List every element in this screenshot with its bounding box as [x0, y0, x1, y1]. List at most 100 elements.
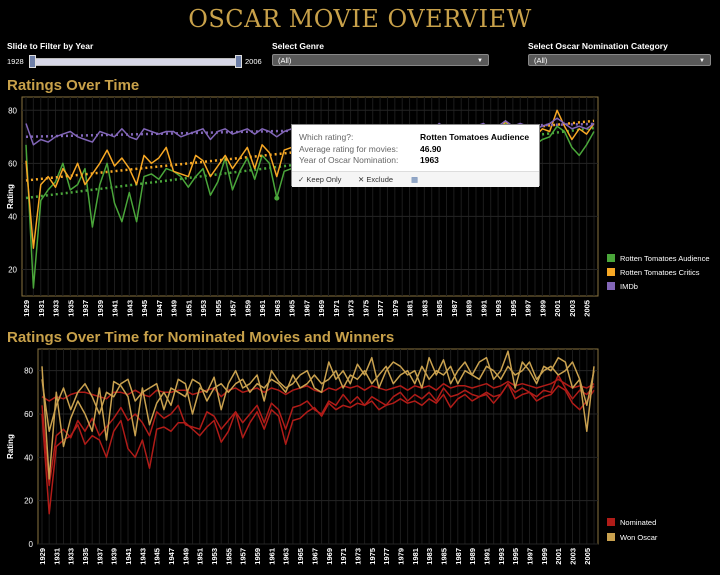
- tooltip-value-year: 1963: [420, 155, 439, 165]
- genre-select[interactable]: (All) ▼: [272, 54, 489, 66]
- x-tick-label: 1973: [347, 300, 356, 317]
- x-tick-label: 1933: [52, 300, 61, 317]
- x-tick-label: 1963: [273, 300, 282, 317]
- y-tick-label: 0: [29, 540, 34, 549]
- x-tick-label: 1929: [22, 300, 31, 317]
- x-tick-label: 1961: [258, 300, 267, 317]
- x-tick-label: 1975: [368, 548, 377, 565]
- tooltip-row-year: Year of Oscar Nomination: 1963: [299, 155, 439, 165]
- legend-label-rt-critics: Rotten Tomatoes Critics: [620, 268, 700, 277]
- x-tick-label: 1955: [214, 300, 223, 317]
- highlighted-point[interactable]: [274, 195, 280, 201]
- series-line[interactable]: [41, 350, 595, 480]
- tooltip-row-rating: Which rating?: Rotten Tomatoes Audience: [299, 132, 529, 142]
- x-tick-label: 1969: [325, 548, 334, 565]
- x-tick-label: 1977: [382, 548, 391, 565]
- dashboard-title: OSCAR MOVIE OVERVIEW: [188, 5, 532, 33]
- tooltip-key-year: Year of Oscar Nomination:: [299, 155, 399, 165]
- y-tick-label: 60: [24, 410, 33, 419]
- x-icon: ✕: [358, 175, 365, 184]
- legend-swatch-won-oscar: [607, 533, 615, 541]
- year-slider-min-handle[interactable]: [29, 55, 36, 68]
- x-tick-label: 1931: [37, 300, 46, 317]
- x-tick-label: 1943: [138, 548, 147, 565]
- x-tick-label: 1987: [450, 300, 459, 317]
- plot-area: [37, 348, 599, 545]
- year-slider-track[interactable]: [30, 58, 240, 66]
- x-tick-label: 1999: [538, 300, 547, 317]
- x-tick-label: 1991: [479, 300, 488, 317]
- section-title-nominated: Ratings Over Time for Nominated Movies a…: [7, 329, 395, 346]
- x-tick-label: 1933: [67, 548, 76, 565]
- x-tick-label: 2005: [583, 548, 592, 565]
- legend-label-rt-audience: Rotten Tomatoes Audience: [620, 254, 710, 263]
- x-tick-label: 2003: [568, 548, 577, 565]
- x-tick-label: 1967: [310, 548, 319, 565]
- category-select-value: (All): [534, 56, 548, 65]
- legend-swatch-nominated: [607, 518, 615, 526]
- x-tick-label: 1937: [95, 548, 104, 565]
- category-select[interactable]: (All) ▼: [528, 54, 711, 66]
- genre-filter-label: Select Genre: [272, 41, 324, 51]
- exclude-label: Exclude: [366, 175, 394, 184]
- x-tick-label: 1991: [482, 548, 491, 565]
- keep-only-button[interactable]: ✓ Keep Only: [298, 175, 341, 184]
- x-tick-label: 1969: [317, 300, 326, 317]
- x-tick-label: 1985: [435, 300, 444, 317]
- grid-icon[interactable]: ▦: [411, 175, 419, 184]
- y-tick-label: 60: [8, 159, 17, 168]
- x-tick-label: 2001: [553, 300, 562, 317]
- tooltip-key-rating: Which rating?:: [299, 132, 354, 142]
- exclude-button[interactable]: ✕ Exclude: [358, 175, 393, 184]
- nominated-winners-chart[interactable]: 0 20 40 60 80 Rating 1929 1931 1933 1935 1937 1939 1…: [0, 348, 600, 575]
- x-tick-label: 1947: [167, 548, 176, 565]
- legend-swatch-rt-audience: [607, 254, 615, 262]
- x-tick-label: 1949: [181, 548, 190, 565]
- legend-label-won-oscar: Won Oscar: [620, 533, 658, 542]
- x-tick-label: 1929: [38, 548, 47, 565]
- x-tick-label: 2005: [583, 300, 592, 317]
- x-tick-label: 1939: [96, 300, 105, 317]
- x-tick-label: 1995: [509, 300, 518, 317]
- x-tick-label: 1939: [110, 548, 119, 565]
- x-tick-label: 1959: [243, 300, 252, 317]
- genre-select-value: (All): [278, 56, 292, 65]
- series-line[interactable]: [41, 361, 595, 433]
- chevron-down-icon: ▼: [699, 58, 705, 64]
- x-tick-label: 1977: [376, 300, 385, 317]
- x-tick-label: 1979: [391, 300, 400, 317]
- x-tick-label: 1957: [239, 548, 248, 565]
- x-tick-label: 2001: [554, 548, 563, 565]
- x-tick-label: 1937: [81, 300, 90, 317]
- x-tick-label: 1941: [111, 300, 120, 317]
- x-tick-label: 1959: [253, 548, 262, 565]
- x-tick-label: 1989: [465, 300, 474, 317]
- y-tick-label: 20: [8, 265, 17, 274]
- category-filter-label: Select Oscar Nomination Category: [528, 41, 668, 51]
- legend-label-imdb: IMDb: [620, 282, 638, 291]
- year-filter-label: Slide to Filter by Year: [7, 41, 94, 51]
- x-tick-label: 1997: [524, 300, 533, 317]
- tooltip-actions: ✓ Keep Only ✕ Exclude ▦: [292, 171, 539, 187]
- legend-swatch-imdb: [607, 282, 615, 290]
- keep-only-label: Keep Only: [306, 175, 342, 184]
- x-tick-label: 1945: [153, 548, 162, 565]
- series-line[interactable]: [41, 378, 595, 402]
- x-tick-label: 1961: [267, 548, 276, 565]
- x-tick-label: 1997: [525, 548, 534, 565]
- x-tick-label: 1965: [296, 548, 305, 565]
- y-axis-label: Rating: [6, 184, 15, 209]
- x-tick-label: 1975: [361, 300, 370, 317]
- x-tick-label: 1931: [52, 548, 61, 565]
- x-tick-label: 1995: [511, 548, 520, 565]
- y-tick-label: 40: [24, 453, 33, 462]
- tooltip-key-average: Average rating for movies:: [299, 144, 399, 154]
- x-tick-label: 2003: [568, 300, 577, 317]
- year-slider-max-handle[interactable]: [235, 55, 242, 68]
- x-tick-label: 1949: [170, 300, 179, 317]
- tooltip-row-average: Average rating for movies: 46.90: [299, 144, 441, 154]
- series-line[interactable]: [41, 374, 595, 487]
- x-tick-label: 1945: [140, 300, 149, 317]
- x-tick-label: 1993: [497, 548, 506, 565]
- x-tick-label: 1951: [196, 548, 205, 565]
